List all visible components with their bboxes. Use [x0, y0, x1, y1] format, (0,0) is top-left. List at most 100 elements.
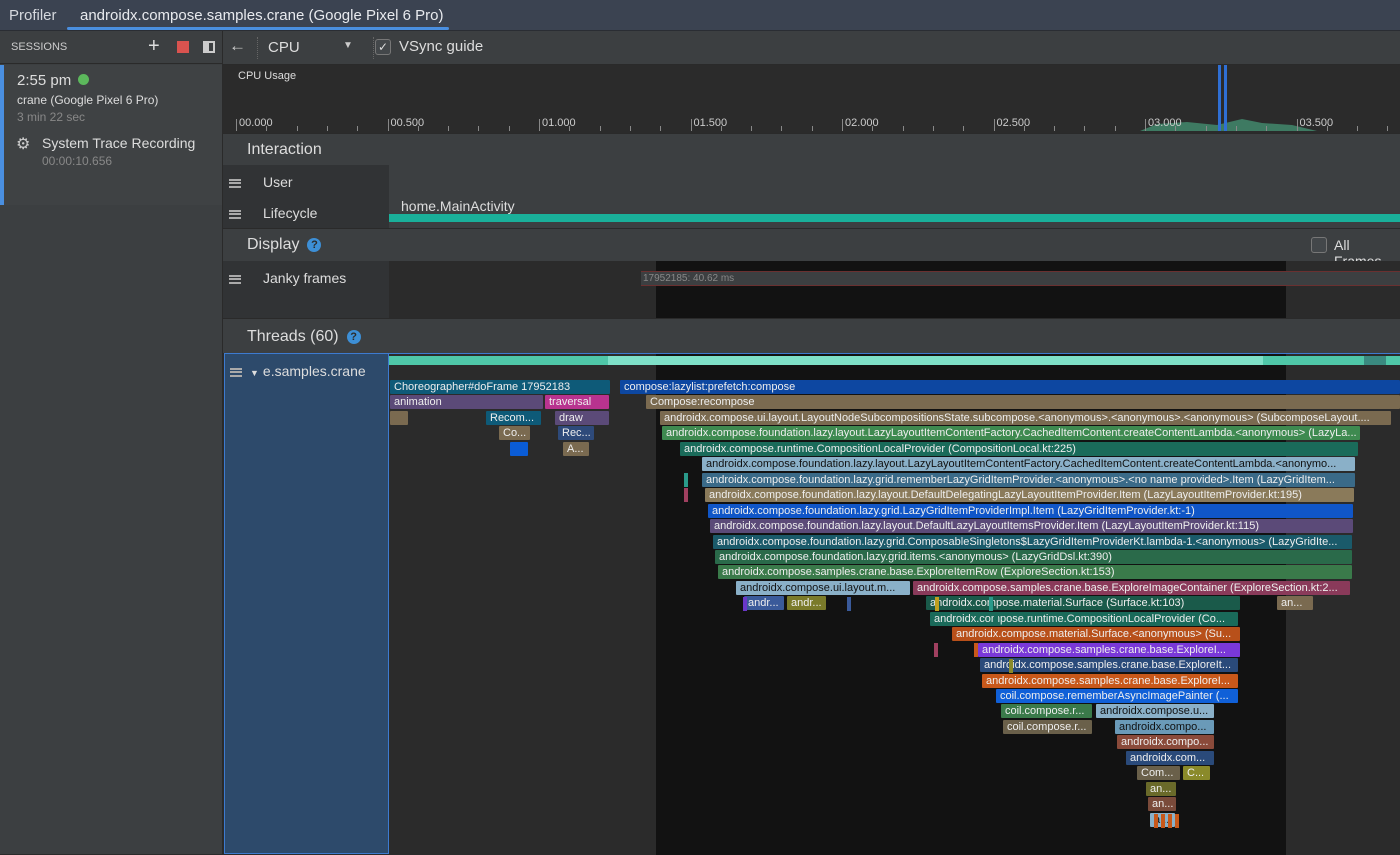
axis-minor-tick	[1175, 126, 1177, 131]
row-janky-frames[interactable]: Janky frames	[229, 270, 346, 286]
session-live-icon	[78, 74, 89, 85]
trace-slice[interactable]: A...	[563, 441, 589, 456]
trace-slice[interactable]: traversal	[545, 395, 609, 410]
trace-slice[interactable]: androidx.compose.foundation.lazy.grid.re…	[702, 472, 1355, 487]
trace-slice[interactable]: an...	[1146, 781, 1176, 796]
row-label: Lifecycle	[263, 205, 318, 221]
axis-minor-tick	[508, 126, 510, 131]
lifecycle-bar[interactable]	[389, 214, 1400, 222]
trace-slice[interactable]: androidx.compose.runtime.CompositionLoca…	[680, 441, 1358, 456]
trace-slice[interactable]: androidx.compose.foundation.lazy.layout.…	[710, 519, 1353, 534]
trace-slice[interactable]: androidx.compose.samples.crane.base.Expl…	[718, 565, 1352, 580]
trace-slice[interactable]: androidx.compose.samples.crane.base.Expl…	[978, 642, 1240, 657]
trace-slice-small[interactable]	[1009, 659, 1013, 673]
trace-slice[interactable]: Recom...	[486, 410, 541, 425]
trace-slice[interactable]: Co...	[499, 426, 530, 441]
trace-slice-small[interactable]	[1161, 814, 1165, 828]
trace-slice[interactable]: andr...	[744, 596, 784, 611]
trace-slice-small[interactable]	[684, 488, 688, 502]
trace-slice-small[interactable]	[684, 473, 688, 487]
trace-slice[interactable]: androidx.compo...	[1115, 719, 1214, 734]
recording-title[interactable]: System Trace Recording	[42, 135, 196, 151]
trace-slice[interactable]: coil.compose.r...	[1003, 719, 1092, 734]
cpu-usage-track[interactable]: CPU Usage 00.000 00.500 01.000 01.500 02.000…	[232, 65, 1400, 133]
trace-slice[interactable]: draw	[555, 410, 609, 425]
drag-handle-icon[interactable]	[229, 274, 241, 284]
trace-slice-small[interactable]	[1154, 814, 1158, 828]
trace-slice[interactable]: androidx.compose.samples.crane.base.Expl…	[980, 658, 1238, 673]
axis-minor-tick	[448, 126, 450, 131]
trace-slice[interactable]: androidx.compose.foundation.lazy.layout.…	[705, 488, 1354, 503]
thread-track[interactable]: Choreographer#doFrame 17952183 compose:la…	[389, 353, 1400, 855]
drag-handle-icon[interactable]	[230, 367, 242, 377]
trace-slice[interactable]: androidx.compose.foundation.lazy.layout.…	[662, 426, 1360, 441]
trace-slice[interactable]: coil.compose.r...	[1001, 704, 1092, 719]
help-icon[interactable]: ?	[307, 237, 322, 252]
profiler-select[interactable]: CPU ▼	[263, 34, 358, 62]
trace-slice[interactable]	[390, 410, 408, 425]
trace-slice-small[interactable]	[994, 612, 998, 626]
trace-slice[interactable]: androidx.compose.ui.layout.m...	[736, 580, 910, 595]
janky-frame-bar[interactable]: 17952185: 40.62 ms	[641, 271, 1400, 286]
trace-slice[interactable]: androidx.compo...	[1117, 735, 1214, 750]
session-time: 2:55 pm	[17, 72, 72, 89]
trace-slice[interactable]: androidx.compose.foundation.lazy.grid.it…	[715, 549, 1352, 564]
trace-slice[interactable]: androidx.compose.u...	[1096, 704, 1214, 719]
trace-slice[interactable]: animation	[390, 395, 543, 410]
back-arrow-icon[interactable]: ←	[229, 36, 246, 55]
trace-slice[interactable]	[510, 441, 528, 456]
cpu-usage-graph	[1140, 65, 1317, 131]
axis-minor-tick	[781, 126, 783, 131]
drag-handle-icon[interactable]	[229, 178, 241, 188]
axis-minor-tick	[963, 126, 965, 131]
trace-slice[interactable]: C...	[1183, 766, 1210, 781]
drag-handle-icon[interactable]	[229, 209, 241, 219]
help-icon[interactable]: ?	[346, 329, 361, 344]
trace-slice[interactable]: an...	[1148, 797, 1176, 812]
trace-slice[interactable]: androidx.com...	[1126, 750, 1214, 765]
trace-slice[interactable]: androidx.compose.samples.crane.base.Expl…	[982, 673, 1238, 688]
trace-slice[interactable]: Compose:recompose	[646, 395, 1400, 410]
collapse-panel-icon[interactable]	[203, 41, 215, 53]
axis-tick	[842, 119, 843, 131]
trace-slice[interactable]: androidx.compose.runtime.CompositionLoca…	[930, 611, 1238, 626]
trace-slice[interactable]: androidx.compose.ui.layout.LayoutNodeSub…	[660, 410, 1391, 425]
trace-slice-small[interactable]	[935, 597, 939, 611]
row-user[interactable]: User	[229, 174, 293, 190]
tab-session[interactable]: androidx.compose.samples.crane (Google P…	[80, 7, 444, 24]
trace-slice[interactable]: Com...	[1137, 766, 1180, 781]
interaction-track: home.MainActivity	[389, 165, 1400, 228]
trace-slice[interactable]: androidx.compose.material.Surface (Surfa…	[926, 596, 1240, 611]
stop-recording-icon[interactable]	[177, 41, 189, 53]
vsync-checkbox[interactable]: ✓	[375, 39, 391, 55]
trace-slice-small[interactable]	[743, 597, 747, 611]
trace-slice-small[interactable]	[847, 597, 851, 611]
session-item[interactable]: 2:55 pm crane (Google Pixel 6 Pro) 3 min…	[0, 65, 222, 205]
trace-slice[interactable]: androidx.compose.foundation.lazy.grid.Co…	[713, 534, 1352, 549]
row-lifecycle[interactable]: Lifecycle	[229, 205, 317, 221]
axis-tick	[236, 119, 237, 131]
trace-slice-small[interactable]	[1168, 814, 1172, 828]
trace-slice[interactable]: androidx.compose.foundation.lazy.layout.…	[702, 457, 1355, 472]
trace-slice-small[interactable]	[1175, 814, 1179, 828]
trace-slice-small[interactable]	[974, 643, 978, 657]
thread-label-cell[interactable]: ▼ e.samples.crane	[224, 353, 389, 854]
trace-slice-small[interactable]	[989, 597, 993, 611]
trace-slice[interactable]: androidx.compose.foundation.lazy.grid.La…	[708, 503, 1353, 518]
trace-slice[interactable]: androidx.compose.material.Surface.<anony…	[952, 627, 1240, 642]
tab-profiler[interactable]: Profiler	[9, 7, 57, 24]
all-frames-checkbox[interactable]	[1311, 237, 1327, 253]
trace-slice[interactable]: andr...	[787, 596, 826, 611]
trace-slice[interactable]: an...	[1277, 596, 1313, 611]
janky-frames-label-cell: Janky frames	[223, 261, 389, 318]
lifecycle-event-label: home.MainActivity	[401, 198, 515, 214]
trace-slice[interactable]: compose:lazylist:prefetch:compose	[620, 380, 1400, 394]
add-session-icon[interactable]: +	[148, 35, 160, 57]
trace-slice[interactable]: androidx.compose.samples.crane.base.Expl…	[913, 580, 1350, 595]
trace-slice[interactable]: coil.compose.rememberAsyncImagePainter (…	[996, 689, 1238, 703]
expand-triangle-icon[interactable]: ▼	[250, 368, 259, 378]
trace-slice-small[interactable]	[934, 643, 938, 657]
trace-slice[interactable]: Rec...	[558, 426, 594, 441]
trace-slice[interactable]: Choreographer#doFrame 17952183	[390, 380, 610, 394]
axis-tick	[1145, 119, 1146, 131]
